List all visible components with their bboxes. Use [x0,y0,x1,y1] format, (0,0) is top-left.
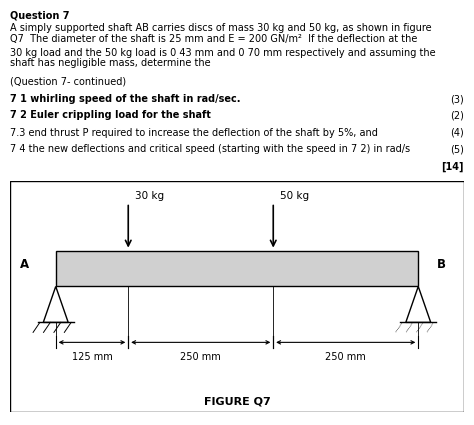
Text: Q7  The diameter of the shaft is 25 mm and E = 200 GN/m²  If the deflection at t: Q7 The diameter of the shaft is 25 mm an… [10,34,418,44]
Text: (3): (3) [450,94,464,105]
Text: 30 kg: 30 kg [135,190,164,201]
Bar [56,250,418,286]
Text: [14]: [14] [441,162,464,172]
Text: 250 mm: 250 mm [325,352,366,363]
Text: A simply supported shaft AB carries discs of mass 30 kg and 50 kg, as shown in f: A simply supported shaft AB carries disc… [10,23,432,34]
Text: A: A [19,258,28,271]
Text: Question 7: Question 7 [10,11,70,21]
Text: (5): (5) [450,144,464,155]
Text: (2): (2) [450,110,464,121]
Text: 7.3 end thrust P required to increase the deflection of the shaft by 5%, and: 7.3 end thrust P required to increase th… [10,128,378,138]
Polygon shape [406,286,431,323]
Text: 250 mm: 250 mm [181,352,221,363]
Text: 7 2 Euler crippling load for the shaft: 7 2 Euler crippling load for the shaft [10,110,211,121]
Text: 50 kg: 50 kg [280,190,309,201]
Polygon shape [43,286,68,323]
Text: 7 1 whirling speed of the shaft in rad/sec.: 7 1 whirling speed of the shaft in rad/s… [10,94,241,105]
Text: FIGURE Q7: FIGURE Q7 [204,396,270,406]
Text: (4): (4) [450,128,464,138]
Text: 30 kg load and the 50 kg load is 0 43 mm and 0 70 mm respectively and assuming t: 30 kg load and the 50 kg load is 0 43 mm… [10,48,436,58]
Text: 7 4 the new deflections and critical speed (starting with the speed in 7 2) in r: 7 4 the new deflections and critical spe… [10,144,410,155]
Text: (Question 7- continued): (Question 7- continued) [10,76,127,87]
Text: shaft has negligible mass, determine the: shaft has negligible mass, determine the [10,58,211,68]
Text: B: B [437,258,446,271]
Text: 125 mm: 125 mm [72,352,112,363]
